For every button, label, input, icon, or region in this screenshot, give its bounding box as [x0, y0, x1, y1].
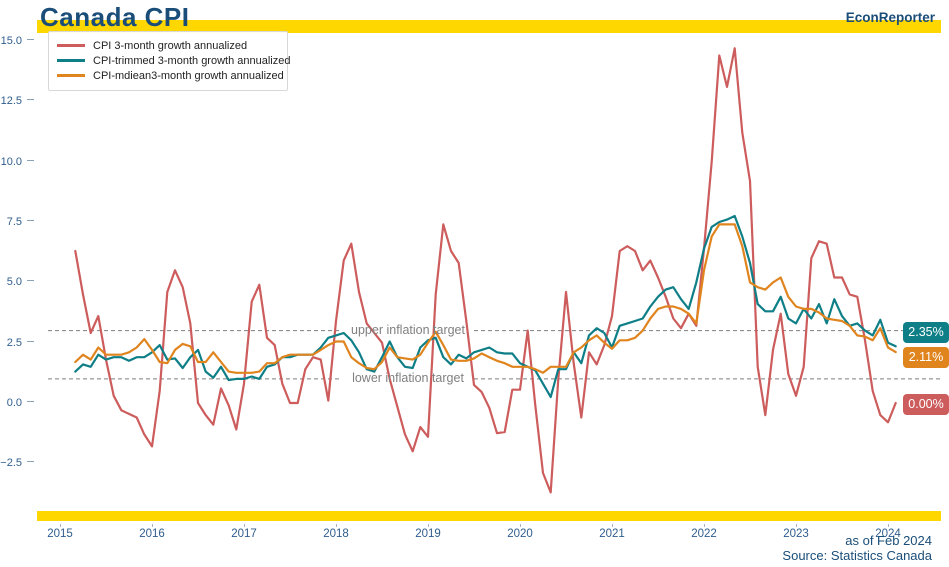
y-tick-label: 10.0	[0, 156, 34, 168]
series-lines	[74, 47, 897, 494]
legend-label-median: CPI-mdiean3-month growth annualized	[93, 69, 284, 82]
series-line-0	[74, 47, 897, 494]
x-tick-label: 2016	[132, 524, 172, 540]
legend-item-trimmed: CPI-trimmed 3-month growth annualized	[57, 53, 290, 68]
legend-swatch-trimmed	[57, 59, 85, 62]
as-of-note: as of Feb 2024	[845, 533, 932, 548]
legend-item-median: CPI-mdiean3-month growth annualized	[57, 68, 284, 83]
legend-item-cpi: CPI 3-month growth annualized	[57, 38, 279, 53]
brand-logo: EconReporter	[845, 10, 935, 25]
y-tick-label: −2.5	[0, 457, 34, 469]
legend-swatch-median	[57, 74, 85, 77]
x-tick-label: 2019	[408, 524, 448, 540]
x-tick-label: 2023	[776, 524, 816, 540]
lower-inflation-target-label: lower inflation target	[352, 371, 464, 385]
x-tick-label: 2015	[40, 524, 80, 540]
x-tick-label: 2018	[316, 524, 356, 540]
x-tick-label: 2021	[592, 524, 632, 540]
y-tick-label: 5.0	[0, 276, 34, 288]
y-tick-label: 12.5	[0, 95, 34, 107]
bottom-accent-bar	[37, 511, 941, 521]
top-accent-bar	[37, 20, 941, 33]
end-value-badge-median: 2.11%	[903, 347, 949, 368]
y-tick-label: 0.0	[0, 397, 34, 409]
series-line-2	[74, 223, 897, 374]
legend-label-cpi: CPI 3-month growth annualized	[93, 39, 248, 52]
series-line-1	[74, 214, 897, 399]
source-note: Source: Statistics Canada	[782, 548, 932, 563]
upper-inflation-target-label: upper inflation target	[351, 323, 465, 337]
end-value-badge-trimmed: 2.35%	[903, 322, 949, 343]
x-tick-label: 2024	[868, 524, 908, 540]
x-tick-label: 2017	[224, 524, 264, 540]
x-tick-label: 2022	[684, 524, 724, 540]
legend-label-trimmed: CPI-trimmed 3-month growth annualized	[93, 54, 291, 67]
legend: CPI 3-month growth annualized CPI-trimme…	[48, 31, 290, 91]
x-tick-label: 2020	[500, 524, 540, 540]
y-tick-label: 7.5	[0, 216, 34, 228]
y-tick-label: 2.5	[0, 337, 34, 349]
legend-swatch-cpi	[57, 44, 85, 47]
end-value-badge-cpi: 0.00%	[903, 394, 949, 415]
page-title: Canada CPI	[40, 2, 190, 32]
y-tick-label: 15.0	[0, 35, 34, 47]
